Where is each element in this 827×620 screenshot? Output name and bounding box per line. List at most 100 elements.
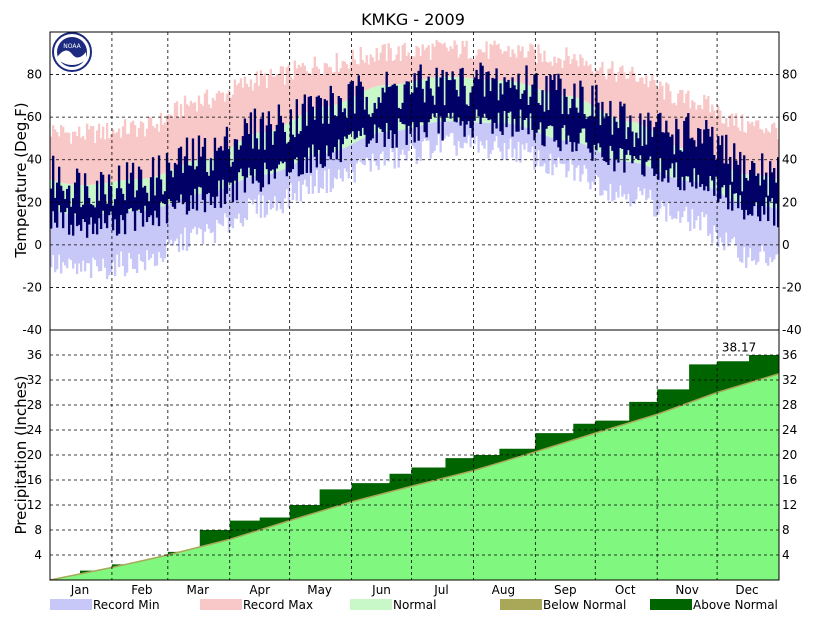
svg-text:NOAA: NOAA [63, 43, 81, 50]
record-max-bar [383, 44, 386, 86]
record-max-bar [189, 100, 193, 162]
observed-bar [375, 108, 378, 143]
observed-bar [379, 102, 382, 130]
observed-bar [753, 162, 756, 207]
record-max-bar [515, 57, 518, 82]
record-min-bar [567, 140, 570, 172]
observed-bar [675, 118, 678, 163]
record-min-bar [155, 208, 159, 266]
normal-bar [63, 183, 67, 214]
observed-bar [299, 131, 303, 175]
record-max-bar [435, 40, 438, 78]
precip-tick-label-right: 16 [782, 473, 797, 487]
observed-bar [711, 126, 714, 181]
observed-bar [689, 138, 692, 183]
month-tick-label: Sep [554, 583, 577, 597]
record-max-bar [335, 53, 338, 105]
observed-bar [297, 133, 301, 177]
precip-normal-area [50, 373, 779, 580]
precip-tick-label-left: 4 [34, 548, 42, 562]
record-max-bar [633, 73, 636, 123]
observed-bar [245, 123, 249, 178]
normal-bar [641, 125, 644, 165]
record-min-bar [489, 123, 492, 154]
observed-bar [305, 125, 308, 173]
record-max-bar [87, 129, 91, 185]
record-max-bar [149, 117, 153, 178]
observed-bar [519, 98, 522, 110]
record-max-bar [601, 61, 604, 112]
record-min-bar [517, 125, 520, 142]
record-max-bar [441, 44, 444, 77]
observed-bar [227, 149, 231, 183]
record-max-bar [179, 104, 183, 166]
observed-bar [165, 152, 169, 224]
record-min-bar [411, 127, 414, 146]
record-max-bar [207, 104, 211, 159]
observed-bar [461, 67, 464, 122]
normal-bar [399, 83, 402, 131]
record-min-bar [765, 206, 768, 264]
observed-bar [359, 81, 362, 136]
record-max-bar [499, 49, 502, 81]
record-min-bar [371, 134, 374, 154]
record-max-bar [771, 124, 774, 178]
month-tick-label: Apr [249, 583, 270, 597]
record-max-bar [561, 68, 564, 96]
record-max-bar [375, 47, 378, 87]
record-min-bar [605, 155, 608, 191]
observed-bar [635, 132, 638, 159]
observed-bar [233, 139, 237, 181]
record-max-bar [111, 129, 115, 182]
record-min-bar [715, 190, 718, 232]
record-min-bar [183, 197, 187, 228]
record-min-bar [289, 165, 293, 184]
record-max-bar [555, 62, 558, 95]
normal-bar [369, 88, 372, 136]
record-min-bar [281, 169, 285, 214]
record-min-bar [445, 121, 448, 136]
precipitation-axis-label: Precipitation (Inches) [12, 376, 30, 535]
observed-bar [113, 199, 117, 220]
record-max-bar [513, 53, 516, 82]
observed-bar [69, 206, 73, 225]
observed-bar [563, 88, 566, 126]
record-min-bar [179, 198, 183, 235]
observed-bar [599, 125, 602, 148]
record-max-bar [593, 73, 596, 107]
record-min-bar [631, 162, 634, 203]
observed-bar [367, 114, 370, 144]
record-max-bar [509, 57, 512, 82]
precipitation-panel: 38.17 [49, 340, 780, 581]
record-min-bar [553, 138, 556, 165]
record-min-bar [429, 123, 432, 159]
observed-bar [645, 144, 648, 162]
record-min-bar [77, 215, 81, 264]
observed-bar [451, 71, 454, 113]
record-min-bar [59, 212, 63, 274]
record-max-bar [181, 116, 185, 165]
record-min-bar [647, 166, 650, 199]
record-min-bar [537, 132, 540, 151]
observed-bar [197, 135, 201, 187]
observed-bar [631, 131, 634, 164]
observed-bar [759, 185, 762, 222]
observed-bar [459, 68, 462, 126]
record-max-bar [349, 62, 352, 99]
record-min-bar [643, 165, 646, 189]
observed-bar [357, 75, 360, 131]
normal-bar [633, 122, 636, 163]
observed-bar [653, 127, 656, 177]
record-max-bar [377, 60, 380, 86]
record-min-bar [65, 213, 69, 269]
record-min-bar [767, 206, 770, 266]
record-min-bar [75, 214, 79, 275]
observed-bar [481, 65, 484, 118]
record-max-bar [321, 74, 324, 107]
record-max-bar [497, 43, 500, 81]
record-max-bar [75, 136, 79, 186]
record-min-bar [721, 194, 724, 243]
observed-bar [145, 192, 149, 222]
record-min-bar [343, 147, 346, 169]
record-min-bar [513, 124, 516, 149]
